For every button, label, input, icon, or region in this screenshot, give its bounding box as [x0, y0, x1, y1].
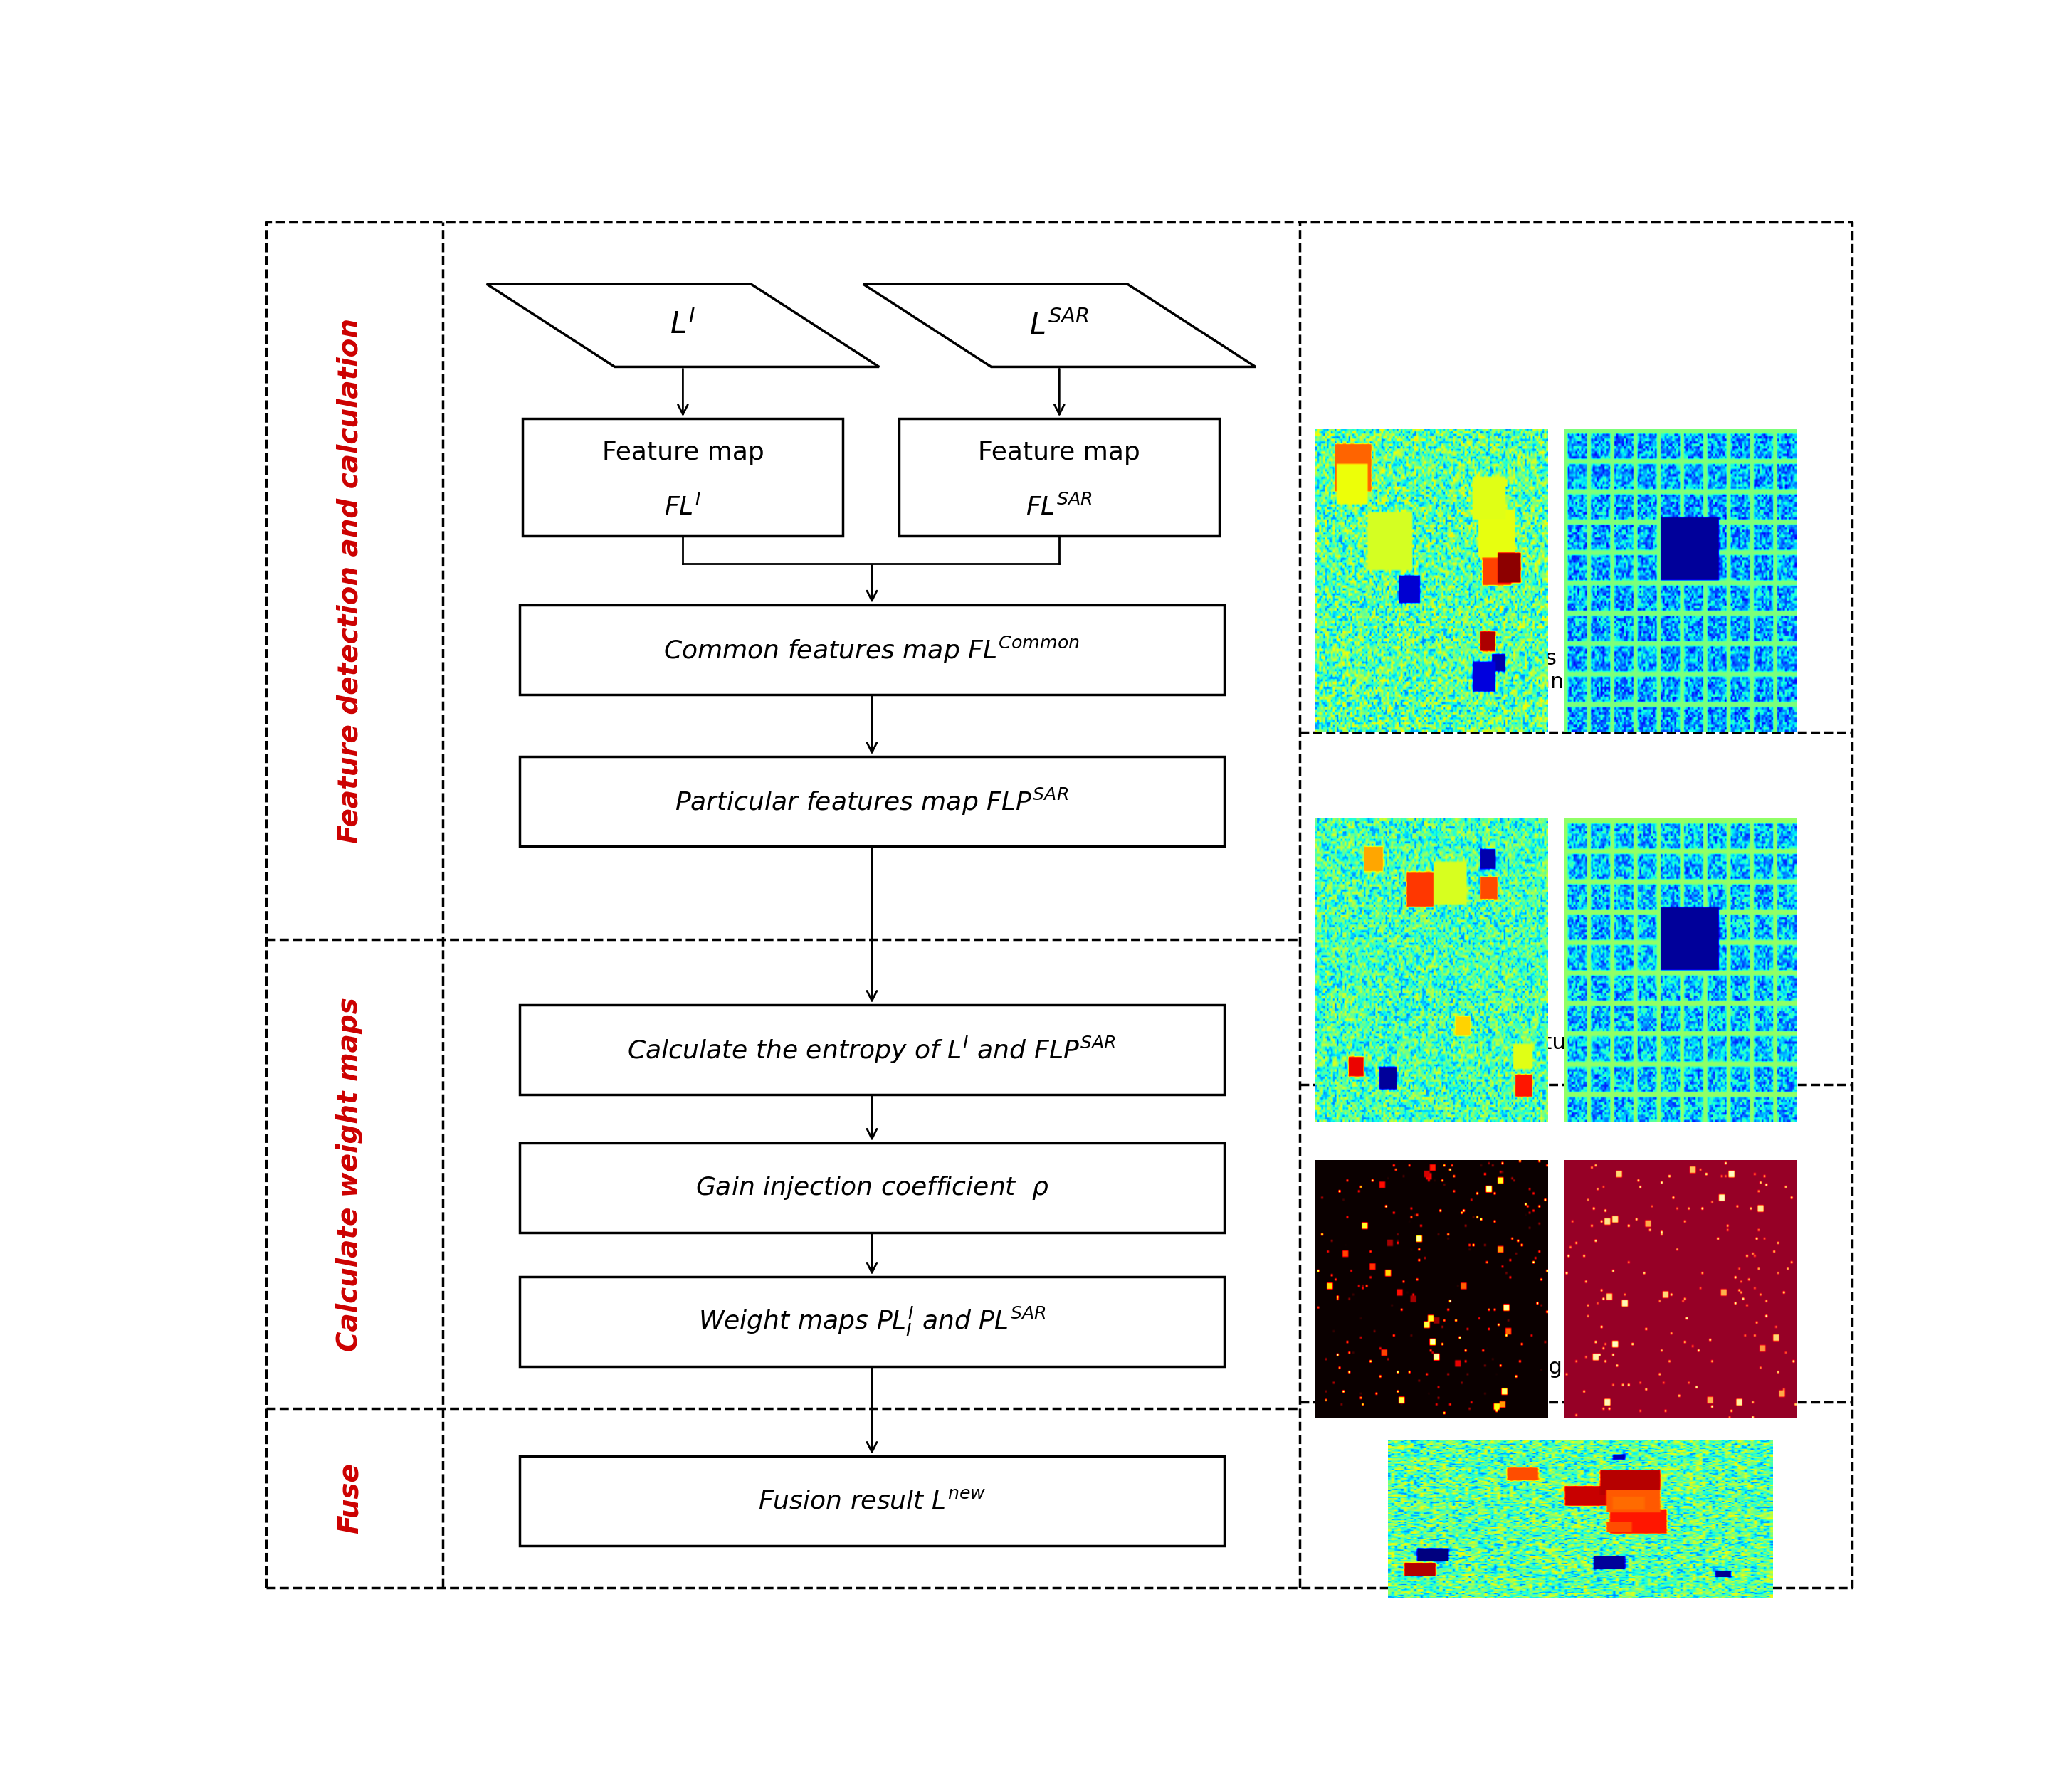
Bar [519, 1457, 1224, 1546]
Text: Weight maps: Weight maps [1509, 1357, 1652, 1378]
Bar [519, 756, 1224, 846]
Text: Lowpass subbands of
optical and SAR image: Lowpass subbands of optical and SAR imag… [1457, 649, 1703, 694]
Text: Feature detection and calculation: Feature detection and calculation [337, 319, 364, 844]
Text: Feature maps: Feature maps [1505, 1032, 1654, 1054]
Text: Feature map: Feature map [601, 441, 765, 464]
Text: Calculate weight maps: Calculate weight maps [337, 996, 364, 1351]
Text: Gain injection coefficient  $\rho$: Gain injection coefficient $\rho$ [695, 1174, 1048, 1201]
Bar [519, 1278, 1224, 1367]
Text: Common features map $FL^{Common}$: Common features map $FL^{Common}$ [664, 634, 1081, 665]
Polygon shape [864, 285, 1255, 367]
Text: Fusion result: Fusion result [1511, 1557, 1649, 1577]
Text: $L^{SAR}$: $L^{SAR}$ [1029, 310, 1089, 340]
Bar [519, 1005, 1224, 1095]
Polygon shape [486, 285, 878, 367]
Text: Fusion result $L^{new}$: Fusion result $L^{new}$ [759, 1489, 986, 1512]
Bar [899, 419, 1220, 536]
Text: Calculate the entropy of $L^I$ and $FLP^{SAR}$: Calculate the entropy of $L^I$ and $FLP^… [628, 1034, 1116, 1064]
Text: $L^I$: $L^I$ [670, 310, 697, 340]
Text: $FL^I$: $FL^I$ [664, 495, 701, 520]
Bar [523, 419, 843, 536]
Text: Particular features map $FLP^{SAR}$: Particular features map $FLP^{SAR}$ [676, 787, 1069, 817]
Bar [519, 606, 1224, 695]
Text: Weight maps $PL^I_I$ and $PL^{SAR}$: Weight maps $PL^I_I$ and $PL^{SAR}$ [699, 1305, 1046, 1339]
Text: Fuse: Fuse [337, 1462, 364, 1534]
Text: $FL^{SAR}$: $FL^{SAR}$ [1025, 495, 1093, 520]
Bar [519, 1143, 1224, 1233]
Text: Feature map: Feature map [978, 441, 1141, 464]
